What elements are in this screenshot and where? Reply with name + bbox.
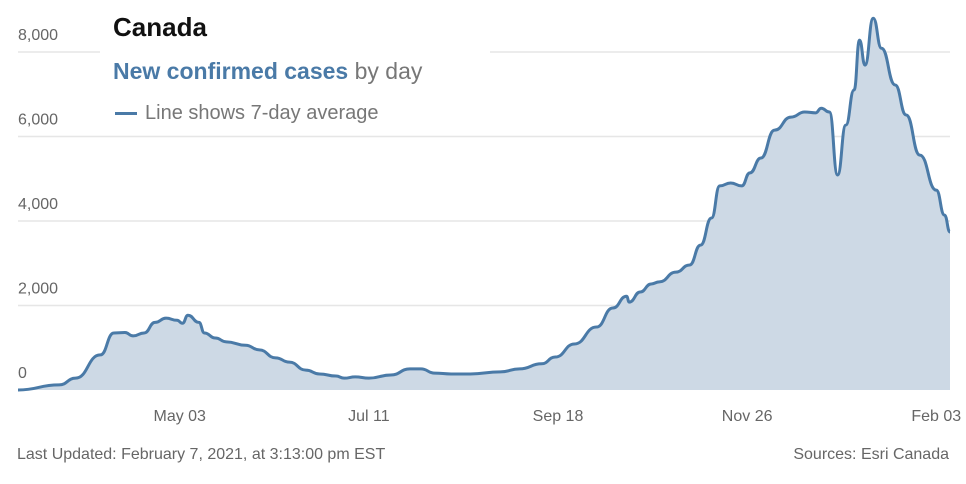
- series-line: [17, 16, 952, 392]
- x-tick-label: Nov 26: [722, 408, 773, 425]
- x-tick-label: Feb 03: [911, 408, 961, 425]
- y-tick-label: 0: [18, 365, 27, 382]
- subtitle-rest: by day: [354, 58, 423, 84]
- legend-label: Line shows 7-day average: [145, 102, 379, 124]
- y-tick-label: 4,000: [18, 196, 58, 213]
- legend: Line shows 7-day average: [115, 102, 378, 125]
- subtitle-highlight: New confirmed cases: [113, 58, 349, 84]
- x-tick-label: May 03: [153, 408, 206, 425]
- chart-title: Canada: [113, 12, 207, 42]
- legend-line-swatch: [115, 112, 137, 115]
- title-panel: [100, 8, 490, 133]
- chart-subtitle: New confirmed cases by day: [113, 58, 422, 85]
- last-updated: Last Updated: February 7, 2021, at 3:13:…: [17, 446, 386, 463]
- y-tick-label: 6,000: [18, 112, 58, 129]
- x-tick-label: Jul 11: [348, 408, 390, 425]
- y-tick-label: 8,000: [18, 27, 58, 44]
- area-fill: [18, 18, 950, 390]
- y-tick-label: 2,000: [18, 281, 58, 298]
- sources: Sources: Esri Canada: [793, 446, 949, 463]
- x-tick-label: Sep 18: [533, 408, 584, 425]
